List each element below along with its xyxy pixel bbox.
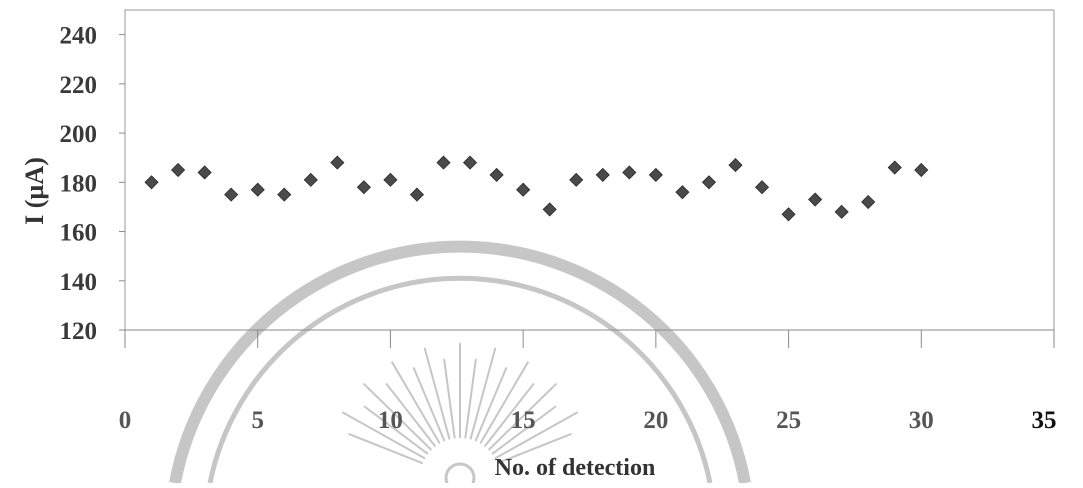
data-point: [648, 167, 663, 182]
data-point: [861, 194, 876, 210]
y-tick-label: 240: [60, 23, 98, 50]
data-point: [171, 162, 186, 178]
seal-ray: [479, 361, 530, 445]
y-tick-label: 160: [60, 220, 98, 247]
data-point: [409, 187, 425, 202]
data-point: [569, 172, 584, 187]
data-point: [887, 160, 902, 175]
data-point: [489, 167, 504, 182]
data-point: [622, 165, 637, 180]
x-tick-label: 5: [251, 407, 264, 434]
x-tick-label: 25: [776, 407, 801, 434]
seal-ray: [348, 432, 424, 465]
y-tick-label: 140: [60, 269, 98, 296]
seal-ray: [464, 358, 477, 439]
y-tick-label: 200: [60, 121, 98, 148]
data-point: [808, 192, 823, 207]
data-point: [728, 158, 743, 173]
x-tick-label: 10: [378, 407, 403, 434]
seal-ray: [496, 432, 572, 465]
data-point: [754, 180, 770, 195]
data-point: [595, 167, 610, 182]
x-tick-label: 35: [1032, 407, 1057, 434]
seal-ray: [385, 382, 437, 448]
seal-ray: [443, 358, 456, 439]
data-point: [356, 180, 371, 195]
data-point: [781, 207, 796, 222]
data-point: [675, 185, 690, 200]
data-point: [330, 155, 345, 170]
x-axis-label: No. of detection: [495, 455, 656, 481]
data-point: [542, 202, 557, 217]
seal-ray: [474, 366, 508, 442]
seal-ray: [423, 347, 451, 440]
seal-ray: [362, 382, 433, 451]
seal-ray: [494, 411, 579, 460]
data-point: [277, 187, 292, 202]
seal-ray: [469, 347, 497, 440]
data-point: [383, 172, 398, 187]
seal-ray: [412, 366, 446, 442]
data-point: [914, 162, 929, 178]
x-tick-label: 15: [511, 407, 536, 434]
y-axis-label: I (µA): [20, 157, 49, 225]
seal-ray: [390, 361, 441, 445]
data-point: [516, 182, 531, 197]
data-point: [224, 187, 239, 202]
x-tick-label: 20: [643, 407, 668, 434]
data-point: [436, 155, 451, 170]
seal-ray: [363, 405, 429, 455]
x-axis: 0 5 10 15 20 25 30 35: [119, 329, 1057, 434]
data-point: [834, 204, 849, 219]
data-point: [701, 175, 717, 190]
seal-ray: [491, 405, 557, 455]
data-point: [250, 182, 265, 197]
data-point: [197, 165, 212, 180]
data-point: [462, 155, 478, 170]
x-tick-label: 30: [909, 407, 934, 434]
data-point: [144, 175, 159, 190]
seal-watermark: [169, 240, 751, 488]
seal-ray: [487, 382, 558, 451]
y-axis: 120 140 160 180 200 220 240: [60, 23, 125, 345]
y-tick-label: 120: [60, 318, 98, 345]
data-point: [303, 172, 318, 187]
seal-ray: [341, 411, 426, 460]
seal-ray: [483, 382, 535, 448]
y-tick-label: 180: [60, 170, 98, 197]
x-tick-label: 0: [119, 407, 132, 434]
data-points: [144, 155, 929, 222]
y-tick-label: 220: [60, 72, 98, 99]
